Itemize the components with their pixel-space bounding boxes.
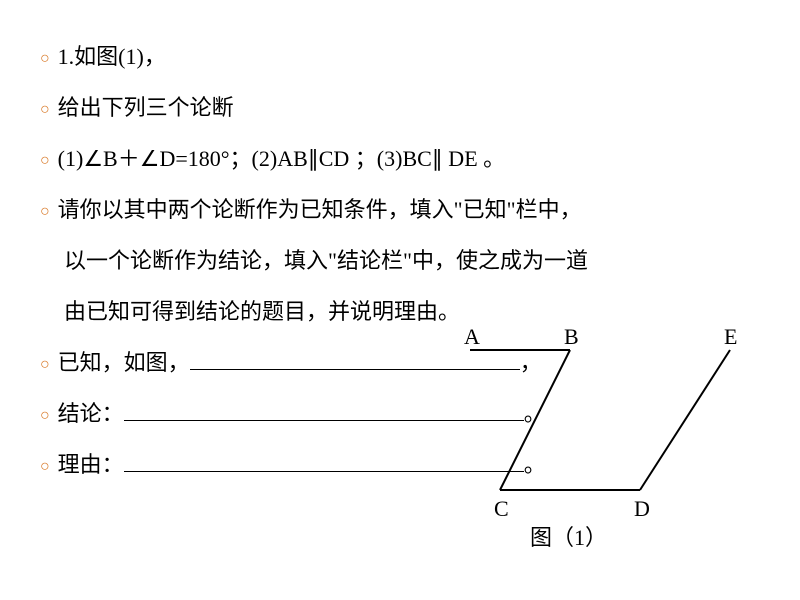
point-label-C: C	[494, 496, 509, 522]
line-1: ○ 1.如图(1)，	[40, 40, 770, 73]
point-label-A: A	[464, 324, 480, 350]
line-text: 1.如图(1)，	[58, 40, 770, 73]
line-text: 以一个论断作为结论，填入"结论栏"中，使之成为一道	[64, 244, 770, 277]
point-label-B: B	[564, 324, 579, 350]
point-label-E: E	[724, 324, 737, 350]
line-text: 由已知可得到结论的题目，并说明理由。	[64, 295, 770, 328]
point-label-D: D	[634, 496, 650, 522]
conclusion-prefix: 结论：	[58, 401, 124, 426]
diagram-svg	[430, 330, 760, 530]
line-4: ○ 请你以其中两个论断作为已知条件，填入"已知"栏中，	[40, 193, 770, 226]
line-text: 给出下列三个论断	[58, 91, 770, 124]
line-6: 由已知可得到结论的题目，并说明理由。	[40, 295, 770, 328]
bullet-icon: ○	[40, 404, 50, 428]
line-2: ○ 给出下列三个论断	[40, 91, 770, 124]
bullet-icon: ○	[40, 47, 50, 71]
known-prefix: 已知，如图，	[58, 350, 190, 375]
line-text: (1)∠B＋∠D=180°；(2)AB∥CD ；(3)BC∥ DE 。	[58, 142, 770, 175]
bullet-icon: ○	[40, 200, 50, 224]
bullet-icon: ○	[40, 353, 50, 377]
geometry-diagram: ABECD	[430, 330, 760, 530]
line-5: 以一个论断作为结论，填入"结论栏"中，使之成为一道	[40, 244, 770, 277]
line-text: 请你以其中两个论断作为已知条件，填入"已知"栏中，	[58, 193, 770, 226]
bullet-icon: ○	[40, 98, 50, 122]
figure-caption: 图（1）	[530, 520, 607, 552]
reason-prefix: 理由：	[58, 452, 124, 477]
line-3: ○ (1)∠B＋∠D=180°；(2)AB∥CD ；(3)BC∥ DE 。	[40, 142, 770, 175]
bullet-icon: ○	[40, 149, 50, 173]
bullet-icon: ○	[40, 455, 50, 479]
